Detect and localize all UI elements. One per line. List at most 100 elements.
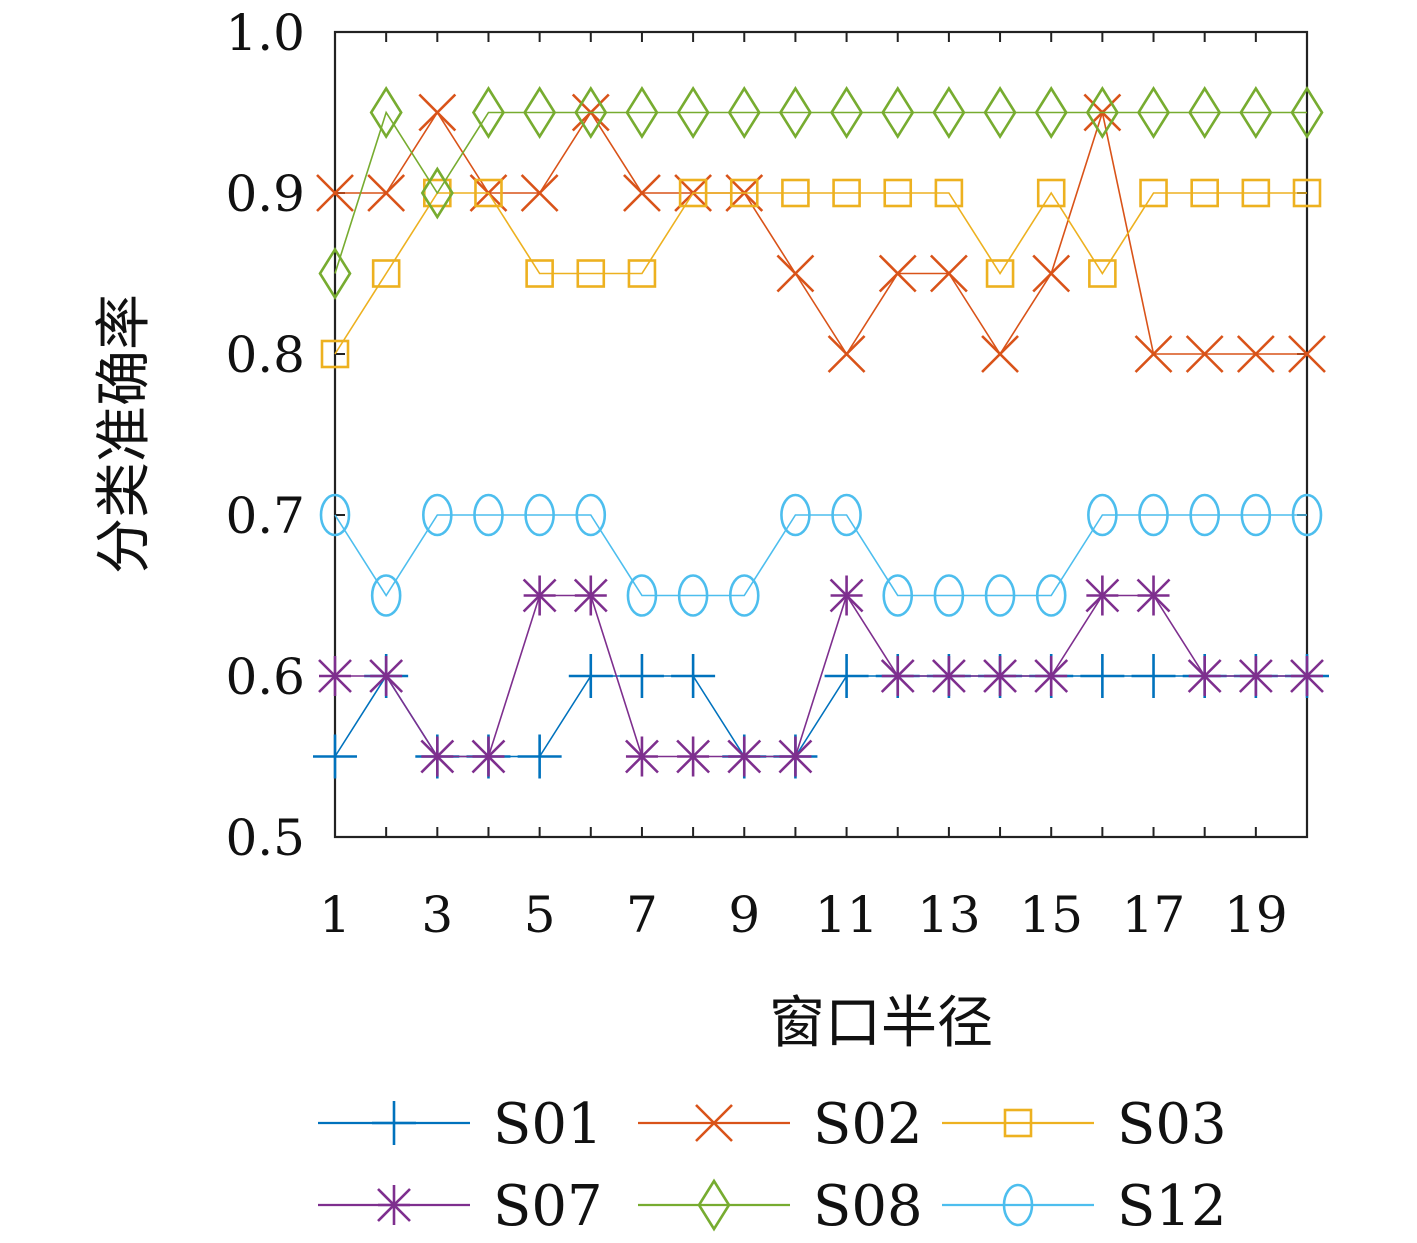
- series-S02: [316, 93, 1326, 373]
- series-line-S12: [334, 514, 1307, 597]
- data-point: [625, 86, 659, 139]
- data-point: [830, 86, 864, 139]
- legend-item-S07: S07: [318, 1174, 603, 1239]
- data-point: [316, 174, 354, 212]
- x-tick-label: 1: [319, 886, 351, 944]
- data-point: [1136, 575, 1171, 616]
- data-point: [824, 654, 869, 698]
- data-point: [882, 574, 914, 617]
- y-tick-label: 0.7: [225, 487, 305, 545]
- data-point: [1240, 493, 1272, 537]
- y-tick-label: 1.0: [225, 4, 305, 62]
- data-point: [1188, 86, 1222, 139]
- data-point: [1185, 335, 1224, 373]
- data-point: [524, 493, 555, 537]
- data-point: [1138, 493, 1169, 537]
- legend-item-S01: S01: [318, 1092, 603, 1157]
- data-point: [1088, 259, 1117, 288]
- data-point: [1035, 574, 1067, 617]
- data-point: [981, 335, 1019, 373]
- data-point: [781, 178, 810, 208]
- legend-label: S12: [1117, 1174, 1227, 1239]
- plot-area: 0.50.60.70.80.91.01 3 5 7 9 11 13 15 17 19: [225, 4, 1329, 944]
- data-point: [678, 178, 708, 208]
- legend-item-S03: S03: [942, 1092, 1227, 1157]
- series-line-S01: [334, 674, 1307, 758]
- data-point: [778, 86, 812, 139]
- data-point: [1288, 335, 1326, 373]
- x-tick-label: 17: [1122, 886, 1186, 944]
- data-point: [575, 493, 607, 537]
- data-point: [522, 575, 557, 616]
- legend-marker: [1002, 1183, 1034, 1227]
- data-point: [1291, 493, 1323, 537]
- data-point: [878, 254, 917, 293]
- series-line-S03: [334, 191, 1307, 355]
- data-point: [1085, 86, 1119, 139]
- data-point: [473, 493, 504, 537]
- data-point: [1238, 656, 1273, 696]
- data-point: [676, 736, 711, 777]
- data-point: [880, 656, 915, 696]
- data-point: [1087, 493, 1118, 537]
- data-point: [983, 86, 1017, 139]
- data-point: [1290, 86, 1324, 139]
- data-point: [676, 86, 710, 139]
- data-point: [1139, 178, 1168, 208]
- legend-label: S08: [813, 1174, 923, 1239]
- y-tick-label: 0.5: [225, 809, 305, 867]
- data-point: [623, 174, 661, 212]
- data-point: [574, 86, 608, 139]
- data-point: [369, 86, 403, 139]
- data-point: [318, 656, 352, 696]
- data-point: [1236, 335, 1275, 373]
- data-point: [367, 174, 406, 212]
- series-line-S08: [334, 110, 1307, 274]
- data-point: [318, 247, 352, 300]
- legend: S01 S02 S03 S07 S08 S12: [318, 1092, 1227, 1239]
- data-point: [1034, 656, 1069, 696]
- data-point: [420, 736, 455, 777]
- data-point: [778, 736, 813, 777]
- x-tick-label: 9: [728, 886, 760, 944]
- data-point: [619, 654, 664, 698]
- data-point: [420, 166, 454, 220]
- data-point: [313, 734, 357, 779]
- data-point: [422, 493, 453, 537]
- series-S07: [318, 575, 1324, 777]
- data-point: [934, 178, 964, 208]
- data-point: [1239, 86, 1273, 139]
- legend-marker: [1003, 1108, 1033, 1138]
- data-point: [471, 736, 506, 777]
- series-S12: [319, 493, 1323, 617]
- data-point: [1292, 178, 1322, 208]
- y-tick-label: 0.8: [225, 326, 305, 384]
- data-point: [626, 574, 658, 617]
- legend-marker: [697, 1178, 731, 1232]
- data-point: [370, 574, 402, 617]
- x-tick-label: 3: [421, 886, 453, 944]
- legend-item-S02: S02: [638, 1092, 923, 1157]
- data-point: [1036, 178, 1066, 208]
- data-point: [525, 259, 554, 288]
- data-point: [371, 259, 401, 288]
- data-point: [881, 86, 915, 139]
- data-point: [1290, 656, 1324, 696]
- data-point: [983, 656, 1017, 696]
- data-point: [418, 93, 457, 132]
- data-point: [827, 335, 866, 373]
- legend-item-S12: S12: [942, 1174, 1227, 1239]
- data-point: [776, 254, 815, 293]
- data-point: [320, 339, 350, 369]
- data-point: [932, 86, 966, 139]
- legend-label: S01: [493, 1092, 603, 1157]
- data-point: [520, 174, 559, 212]
- data-point: [1131, 654, 1176, 698]
- data-point: [931, 656, 966, 696]
- plot-frame: [333, 30, 1309, 839]
- x-tick-label: 19: [1224, 886, 1288, 944]
- series-S01: [313, 654, 1329, 779]
- series-S03: [320, 178, 1322, 369]
- x-tick-label: 7: [626, 886, 658, 944]
